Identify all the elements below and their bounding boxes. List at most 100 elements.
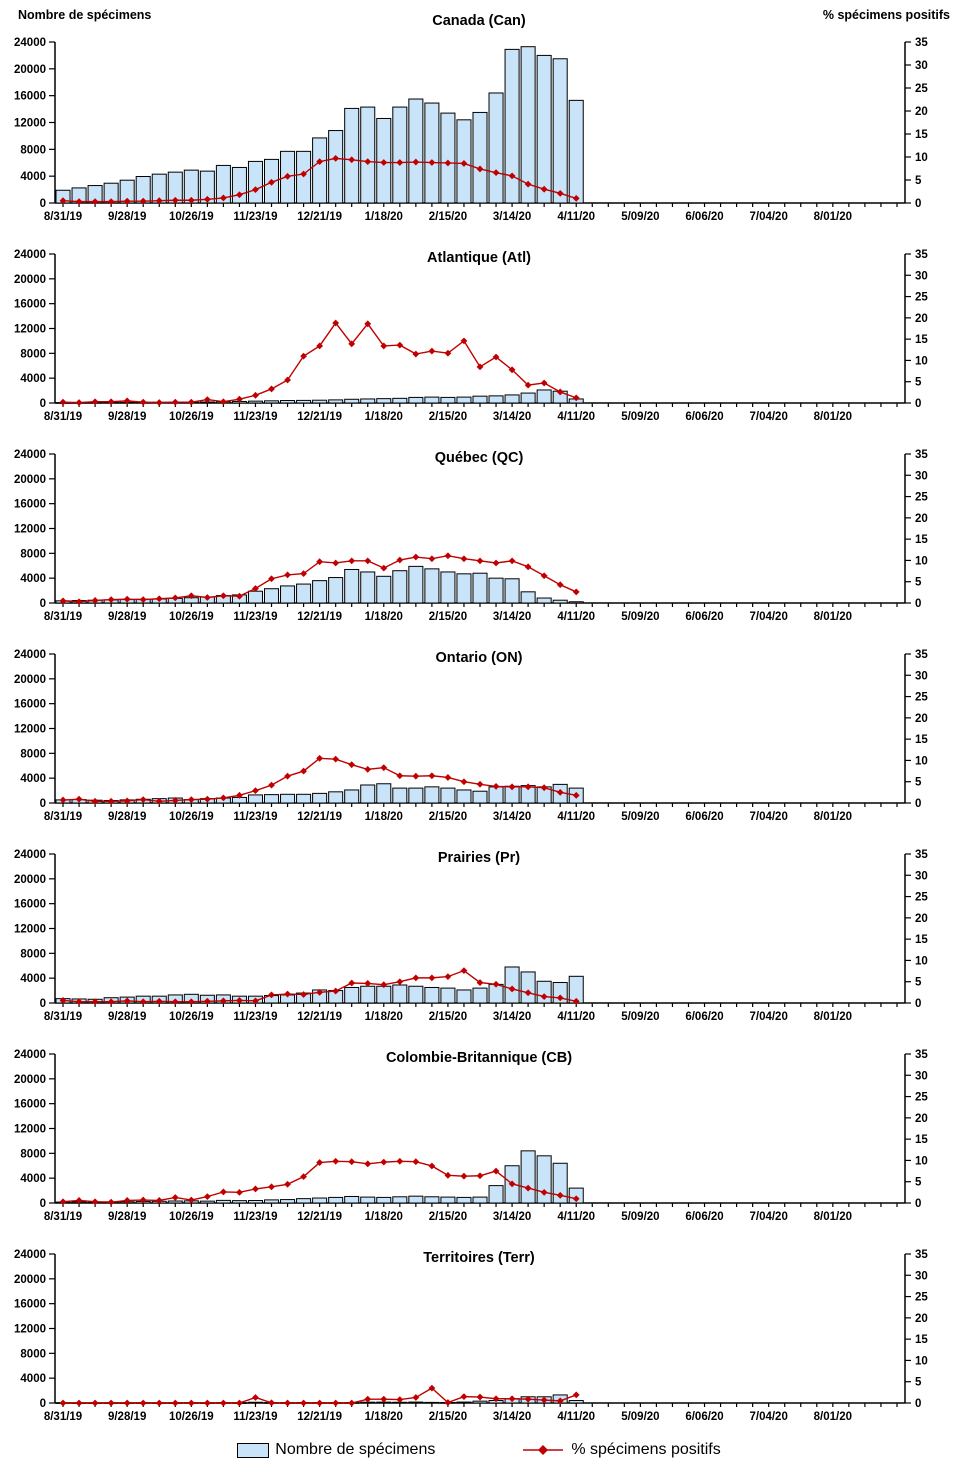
svg-text:11/23/19: 11/23/19 [233,411,277,423]
svg-text:16000: 16000 [14,699,46,711]
svg-text:30: 30 [915,60,928,72]
panel-colombie-britannique: Colombie-Britannique (CB) 0 4000 8000 12000… [0,1040,958,1240]
svg-text:6/06/20: 6/06/20 [685,1211,723,1223]
svg-text:4/11/20: 4/11/20 [557,1411,595,1423]
svg-text:24000: 24000 [14,449,46,461]
panel-prairies: Prairies (Pr) 0 4000 8000 12000 16000 20000 24… [0,840,958,1040]
svg-text:8/01/20: 8/01/20 [814,1011,852,1023]
panel-ontario: Ontario (ON) 0 4000 8000 12000 16000 20000 240… [0,640,958,840]
legend-item-percent-positive: % spécimens positifs [521,1441,721,1459]
svg-text:9/28/19: 9/28/19 [108,1411,146,1423]
svg-text:0: 0 [40,198,46,210]
svg-text:10/26/19: 10/26/19 [169,1411,214,1423]
svg-text:3/14/20: 3/14/20 [493,211,531,223]
svg-text:0: 0 [915,798,921,810]
chart-legend: Nombre de spécimens % spécimens positifs [0,1441,958,1459]
svg-text:0: 0 [40,1198,46,1210]
svg-text:3/14/20: 3/14/20 [493,811,531,823]
svg-text:4/11/20: 4/11/20 [557,611,595,623]
svg-text:4/11/20: 4/11/20 [557,1211,595,1223]
svg-text:9/28/19: 9/28/19 [108,1011,146,1023]
colombie-britannique-chart: 0 4000 8000 12000 16000 20000 24000 0 5 10 15 20 25 3… [14,1049,928,1223]
svg-text:12/21/19: 12/21/19 [297,411,342,423]
svg-text:5/09/20: 5/09/20 [621,1411,659,1423]
svg-text:4/11/20: 4/11/20 [557,811,595,823]
svg-text:12/21/19: 12/21/19 [297,811,342,823]
svg-text:5: 5 [915,1177,922,1189]
panel-title: Québec (QC) [434,450,524,466]
ontario-chart: 0 4000 8000 12000 16000 20000 24000 0 5 10 15 20 25 3… [14,649,928,823]
svg-text:11/23/19: 11/23/19 [233,811,277,823]
svg-text:10/26/19: 10/26/19 [169,811,214,823]
svg-text:9/28/19: 9/28/19 [108,611,146,623]
svg-text:9/28/19: 9/28/19 [108,411,146,423]
svg-text:20000: 20000 [14,1074,46,1086]
svg-text:20: 20 [915,1113,928,1125]
svg-text:11/23/19: 11/23/19 [233,1411,277,1423]
panel-title: Canada (Can) [432,13,526,29]
svg-text:5: 5 [915,377,922,389]
svg-text:8/31/19: 8/31/19 [44,811,82,823]
svg-text:8/31/19: 8/31/19 [44,611,82,623]
svg-text:5/09/20: 5/09/20 [621,611,659,623]
svg-text:12000: 12000 [14,118,46,130]
svg-text:0: 0 [915,198,921,210]
svg-text:0: 0 [40,798,46,810]
svg-text:4000: 4000 [20,1173,46,1185]
legend-item-specimens: Nombre de spécimens [237,1441,435,1459]
panel-title: Ontario (ON) [435,650,523,666]
svg-text:20: 20 [915,313,928,325]
svg-text:2/15/20: 2/15/20 [429,811,467,823]
svg-text:6/06/20: 6/06/20 [685,611,723,623]
svg-text:30: 30 [915,270,928,282]
svg-text:1/18/20: 1/18/20 [365,1211,403,1223]
svg-text:15: 15 [915,1334,928,1346]
svg-text:8000: 8000 [20,548,46,560]
svg-text:10/26/19: 10/26/19 [169,1011,214,1023]
panel-title: Territoires (Terr) [423,1250,535,1266]
svg-text:24000: 24000 [14,249,46,261]
svg-text:35: 35 [915,849,928,861]
svg-text:0: 0 [915,1398,921,1410]
svg-text:35: 35 [915,1249,928,1261]
svg-text:20: 20 [915,713,928,725]
panel-atlantique: Atlantique (Atl) 0 4000 8000 12000 16000 2000… [0,240,958,440]
svg-text:7/04/20: 7/04/20 [749,411,787,423]
svg-text:4000: 4000 [20,573,46,585]
panel-title: Prairies (Pr) [437,850,521,866]
svg-text:12000: 12000 [14,924,46,936]
svg-text:35: 35 [915,649,928,661]
svg-text:30: 30 [915,870,928,882]
svg-text:8000: 8000 [20,1348,46,1360]
svg-text:5/09/20: 5/09/20 [621,211,659,223]
svg-text:15: 15 [915,334,928,346]
svg-text:0: 0 [915,1198,921,1210]
svg-text:10/26/19: 10/26/19 [169,211,214,223]
svg-text:20000: 20000 [14,1274,46,1286]
svg-text:16000: 16000 [14,899,46,911]
svg-text:12000: 12000 [14,524,46,536]
svg-text:20: 20 [915,913,928,925]
svg-text:8000: 8000 [20,748,46,760]
left-axis-header: Nombre de spécimens [18,8,152,22]
svg-text:1/18/20: 1/18/20 [365,1011,403,1023]
panel-title: Atlantique (Atl) [427,250,531,266]
panel-title: Colombie-Britannique (CB) [385,1050,573,1066]
svg-text:6/06/20: 6/06/20 [685,1411,723,1423]
svg-text:5/09/20: 5/09/20 [621,1211,659,1223]
svg-text:35: 35 [915,249,928,261]
svg-text:20000: 20000 [14,474,46,486]
canada-chart: 0 4000 8000 12000 16000 20000 24000 0 5 10 15 20 25 3… [14,37,928,223]
svg-text:10/26/19: 10/26/19 [169,411,214,423]
svg-text:3/14/20: 3/14/20 [493,1411,531,1423]
svg-text:8/01/20: 8/01/20 [814,611,852,623]
line-diamond-marker-icon [523,1445,564,1455]
svg-text:8/31/19: 8/31/19 [44,211,82,223]
prairies-chart: 0 4000 8000 12000 16000 20000 24000 0 5 10 15 20 25 3… [14,849,928,1023]
svg-text:10: 10 [915,955,928,967]
svg-text:16000: 16000 [14,499,46,511]
svg-text:5/09/20: 5/09/20 [621,411,659,423]
svg-text:25: 25 [915,492,928,504]
svg-text:35: 35 [915,1049,928,1061]
svg-text:1/18/20: 1/18/20 [365,811,403,823]
